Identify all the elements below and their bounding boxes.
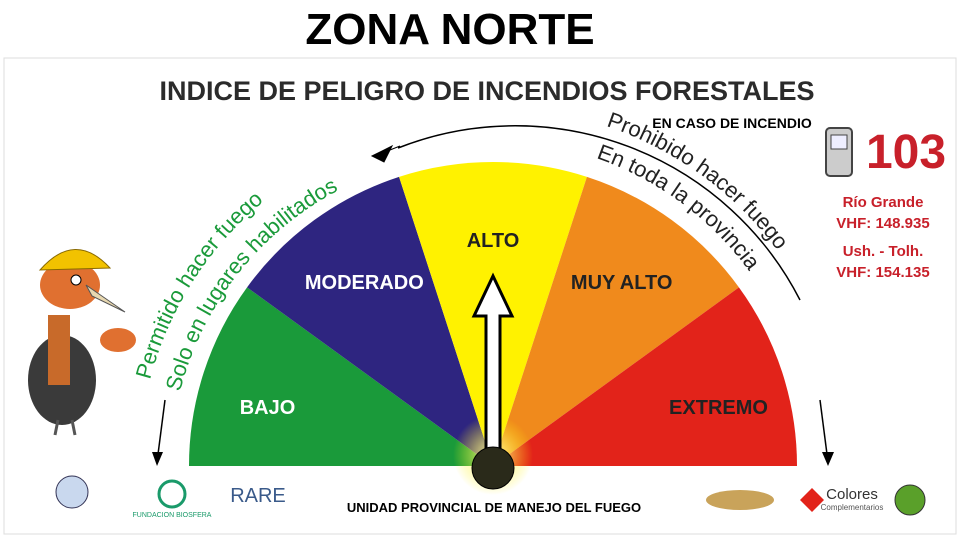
- down-arrow: [156, 399, 166, 463]
- footer-text: UNIDAD PROVINCIAL DE MANEJO DEL FUEGO: [347, 500, 641, 515]
- logo-text: RARE: [230, 485, 286, 507]
- level-label: MUY ALTO: [571, 272, 672, 294]
- level-label: BAJO: [240, 397, 296, 419]
- mascot: [28, 249, 136, 436]
- gauge-sector: [247, 176, 493, 466]
- phone-number: 103: [866, 126, 946, 179]
- logo: [55, 475, 89, 509]
- level-label: EXTREMO: [669, 397, 768, 419]
- arrowhead: [822, 452, 834, 466]
- down-arrow: [819, 399, 829, 463]
- logo: [157, 479, 187, 509]
- gauge-sector: [493, 176, 739, 466]
- logo-text: Colores: [826, 486, 878, 503]
- needle-hub: [471, 446, 515, 490]
- logo: [894, 484, 926, 516]
- title: ZONA NORTE: [305, 5, 594, 54]
- radio-line: Río Grande: [843, 194, 924, 211]
- level-label: ALTO: [467, 230, 520, 252]
- logo: [800, 488, 824, 512]
- phone-screen: [830, 134, 848, 150]
- gauge-sector: [189, 287, 493, 466]
- logo: [706, 490, 774, 510]
- radio-line: Ush. - Tolh.: [843, 243, 924, 260]
- arc-arrow: [397, 125, 801, 301]
- level-label: MODERADO: [305, 272, 424, 294]
- radio-line: VHF: 148.935: [836, 215, 929, 232]
- radio-line: VHF: 154.135: [836, 264, 929, 281]
- arrowhead: [152, 452, 163, 466]
- logo-text: Complementarios: [821, 503, 884, 512]
- arc-arrowhead: [370, 144, 401, 163]
- needle: [471, 272, 515, 464]
- subtitle: INDICE DE PELIGRO DE INCENDIOS FORESTALE…: [159, 76, 814, 106]
- emergency-heading: EN CASO DE INCENDIO: [652, 115, 812, 131]
- gauge-sector: [493, 287, 797, 466]
- logo-text: FUNDACION BIOSFERA: [133, 512, 212, 519]
- panel: [3, 57, 957, 535]
